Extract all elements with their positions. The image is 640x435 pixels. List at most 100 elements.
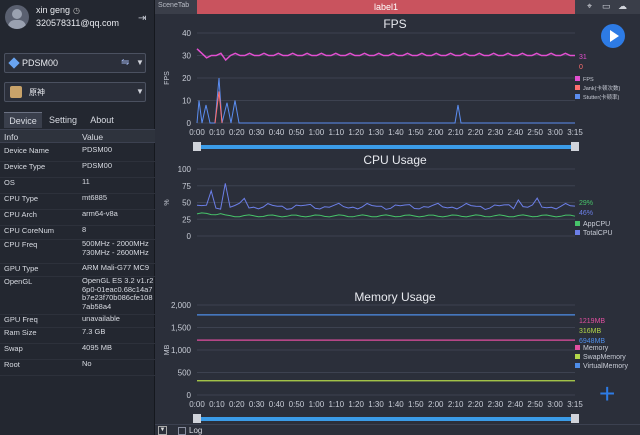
- user-name-text: xin geng: [36, 5, 71, 15]
- x-tick-label: 1:30: [368, 128, 384, 137]
- x-tick-label: 0:10: [209, 128, 225, 137]
- y-tick-label: 100: [178, 165, 192, 174]
- legend-label: SwapMemory: [583, 354, 626, 361]
- row-key: CPU Arch: [4, 210, 37, 219]
- row-value: PDSM00: [82, 161, 113, 170]
- y-tick-label: 1,500: [171, 324, 192, 333]
- x-tick-label: 1:00: [309, 400, 325, 409]
- table-row: GPU Type ARM Mali-G77 MC9: [0, 263, 155, 277]
- log-checkbox[interactable]: [178, 427, 186, 435]
- x-tick-label: 2:00: [428, 400, 444, 409]
- y-axis-label: %: [164, 199, 171, 205]
- table-row: Ram Size 7.3 GB: [0, 327, 155, 344]
- x-tick-label: 3:00: [547, 128, 563, 137]
- sidebar: xin geng ◷ 320578311@qq.com ⇥ PDSM00 ⇋ ▼ …: [0, 0, 155, 435]
- x-tick-label: 1:30: [368, 400, 384, 409]
- current-value: 6948MB: [579, 338, 605, 345]
- x-tick-label: 2:20: [468, 400, 484, 409]
- app-selector[interactable]: 原神 ▼: [4, 82, 146, 102]
- row-value: No: [82, 359, 92, 368]
- table-row: Device Type PDSM00: [0, 161, 155, 178]
- scene-tab[interactable]: SceneTab: [158, 2, 190, 9]
- logout-icon[interactable]: ⇥: [138, 13, 147, 24]
- app-selector-value: 原神: [29, 88, 45, 97]
- tab-about[interactable]: About: [90, 115, 114, 125]
- table-row: CPU CoreNum 8: [0, 225, 155, 240]
- cloud-icon[interactable]: ☁: [618, 1, 627, 11]
- chart-title: FPS: [383, 17, 406, 31]
- y-tick-label: 1,000: [171, 346, 192, 355]
- x-tick-label: 0:30: [249, 400, 265, 409]
- jank-series-line: [214, 91, 223, 124]
- x-tick-label: 1:20: [348, 128, 364, 137]
- legend-swatch: [575, 76, 580, 81]
- info-table-header: Info Value: [0, 129, 155, 143]
- row-value: OpenGL ES 3.2 v1.r26p0-01eac0.68c14a7b7e…: [82, 276, 154, 311]
- chart-title: Memory Usage: [354, 290, 436, 304]
- chevron-down-icon[interactable]: ▼: [136, 87, 144, 96]
- y-axis-label: FPS: [164, 71, 171, 85]
- y-tick-label: 10: [182, 97, 191, 106]
- row-value: arm64-v8a: [82, 209, 118, 218]
- row-key: CPU Freq: [4, 240, 38, 249]
- slider-handle-right: [571, 142, 579, 151]
- fps-series-line: [196, 48, 575, 62]
- row-key: OpenGL: [4, 277, 33, 286]
- chevron-down-icon[interactable]: ▼: [136, 58, 144, 67]
- slider-handle-left: [193, 414, 201, 423]
- x-tick-label: 0:30: [249, 128, 265, 137]
- y-axis-label: MB: [164, 344, 171, 355]
- expand-icon[interactable]: ▼: [158, 426, 167, 435]
- legend-label: Stutter(卡顿率): [583, 93, 620, 101]
- avatar[interactable]: [5, 5, 29, 29]
- tab-setting[interactable]: Setting: [48, 115, 78, 125]
- row-key: CPU CoreNum: [4, 226, 55, 235]
- play-button[interactable]: [601, 24, 625, 48]
- x-tick-label: 3:15: [567, 400, 583, 409]
- x-tick-label: 2:00: [428, 128, 444, 137]
- x-tick-label: 1:00: [309, 128, 325, 137]
- y-tick-label: 75: [182, 182, 191, 191]
- x-tick-label: 2:40: [508, 400, 524, 409]
- table-row: Device Name PDSM00: [0, 145, 155, 162]
- x-tick-label: 0:40: [269, 400, 285, 409]
- device-selector[interactable]: PDSM00 ⇋ ▼: [4, 53, 146, 73]
- table-row: OpenGL OpenGL ES 3.2 v1.r26p0-01eac0.68c1…: [0, 276, 155, 315]
- legend-label: VirtualMemory: [583, 363, 628, 370]
- user-email: 320578311@qq.com: [36, 18, 120, 28]
- current-value: 316MB: [579, 328, 602, 335]
- legend-label: Jank(卡顿次数): [583, 84, 620, 92]
- legend-swatch: [575, 363, 580, 368]
- timeline-slider: [197, 145, 575, 149]
- add-marker-button[interactable]: +: [599, 378, 616, 409]
- x-tick-label: 0:20: [229, 400, 245, 409]
- row-key: Ram Size: [4, 328, 37, 337]
- tab-device[interactable]: Device: [4, 112, 42, 128]
- x-tick-label: 2:10: [448, 128, 464, 137]
- x-tick-label: 0:50: [289, 128, 305, 137]
- chart-title: CPU Usage: [363, 153, 427, 167]
- y-tick-label: 0: [187, 232, 192, 241]
- table-row: OS 11: [0, 177, 155, 194]
- location-icon[interactable]: ⌖: [587, 1, 593, 11]
- table-row: GPU Freq unavailable: [0, 314, 155, 328]
- clock-icon: ◷: [73, 6, 81, 15]
- legend-label: TotalCPU: [583, 230, 613, 237]
- legend-swatch: [575, 221, 580, 226]
- slider-handle-left: [193, 142, 201, 151]
- legend-label: FPS: [583, 77, 594, 83]
- row-key: Device Type: [4, 162, 46, 171]
- header-info: Info: [4, 132, 19, 142]
- usb-icon[interactable]: ⇋: [121, 57, 130, 68]
- folder-icon[interactable]: ▭: [602, 1, 611, 11]
- current-value: 46%: [579, 210, 593, 217]
- row-key: GPU Type: [4, 264, 39, 273]
- current-value: 29%: [579, 200, 593, 207]
- total-cpu-line: [196, 183, 576, 211]
- y-tick-label: 20: [182, 74, 191, 83]
- current-value: 1219MB: [579, 318, 605, 325]
- legend-label: Memory: [583, 345, 609, 352]
- y-tick-label: 500: [178, 369, 192, 378]
- label-tab[interactable]: label1: [197, 0, 575, 14]
